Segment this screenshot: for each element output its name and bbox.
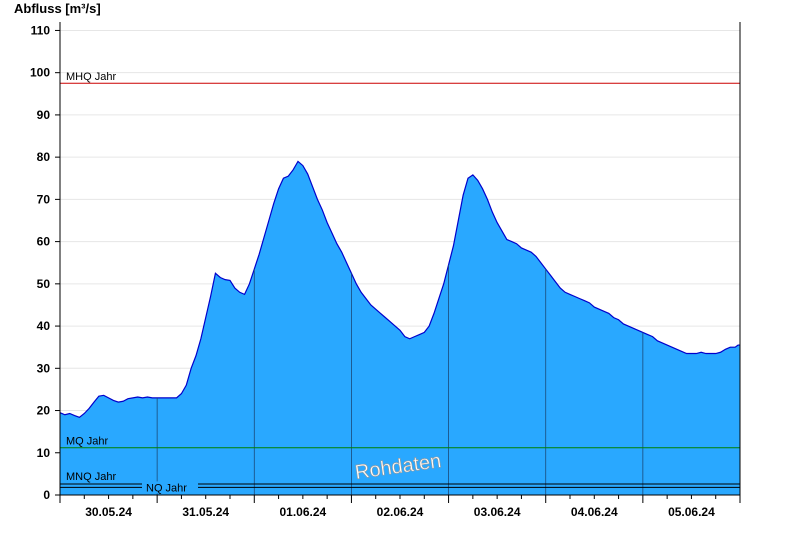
x-tick-label: 30.05.24 [85, 505, 132, 519]
y-tick-label: 10 [37, 446, 51, 460]
y-tick-label: 30 [37, 361, 51, 375]
x-tick-label: 04.06.24 [571, 505, 618, 519]
tick-labels: 0 10 20 30 40 50 60 70 80 90 100 110 30.05.24 31.05.2… [30, 23, 715, 519]
y-axis-title: Abfluss [m³/s] [14, 1, 101, 16]
y-tick-label: 40 [37, 319, 51, 333]
refline-label-bg [142, 481, 198, 494]
refline-label-mq-jahr: MQ Jahr [66, 436, 109, 448]
y-tick-label: 90 [37, 108, 51, 122]
y-tick-label: 100 [30, 66, 50, 80]
y-tick-label: 0 [43, 488, 50, 502]
x-tick-label: 01.06.24 [279, 505, 326, 519]
y-tick-label: 60 [37, 235, 51, 249]
y-tick-label: 50 [37, 277, 51, 291]
y-tick-label: 80 [37, 150, 51, 164]
refline-label-nq-jahr: NQ Jahr [146, 482, 187, 494]
x-tick-label: 03.06.24 [474, 505, 521, 519]
refline-label-mnq-jahr: MNQ Jahr [66, 471, 116, 483]
discharge-area-series [59, 160, 740, 495]
reference-lines: MHQ Jahr MQ Jahr MNQ Jahr NQ Jahr [60, 71, 740, 494]
day-separator-lines [156, 264, 644, 495]
x-tick-label: 31.05.24 [182, 505, 229, 519]
y-tick-label: 110 [31, 23, 51, 37]
x-tick-label: 02.06.24 [377, 505, 424, 519]
axes [55, 22, 741, 503]
area-fill-series-0 [60, 161, 740, 495]
x-tick-label: 05.06.24 [668, 505, 715, 519]
area-outline-series-0 [59, 160, 740, 418]
refline-label-mhq-jahr: MHQ Jahr [66, 71, 116, 83]
y-tick-label: 20 [37, 404, 51, 418]
y-tick-label: 70 [37, 192, 51, 206]
